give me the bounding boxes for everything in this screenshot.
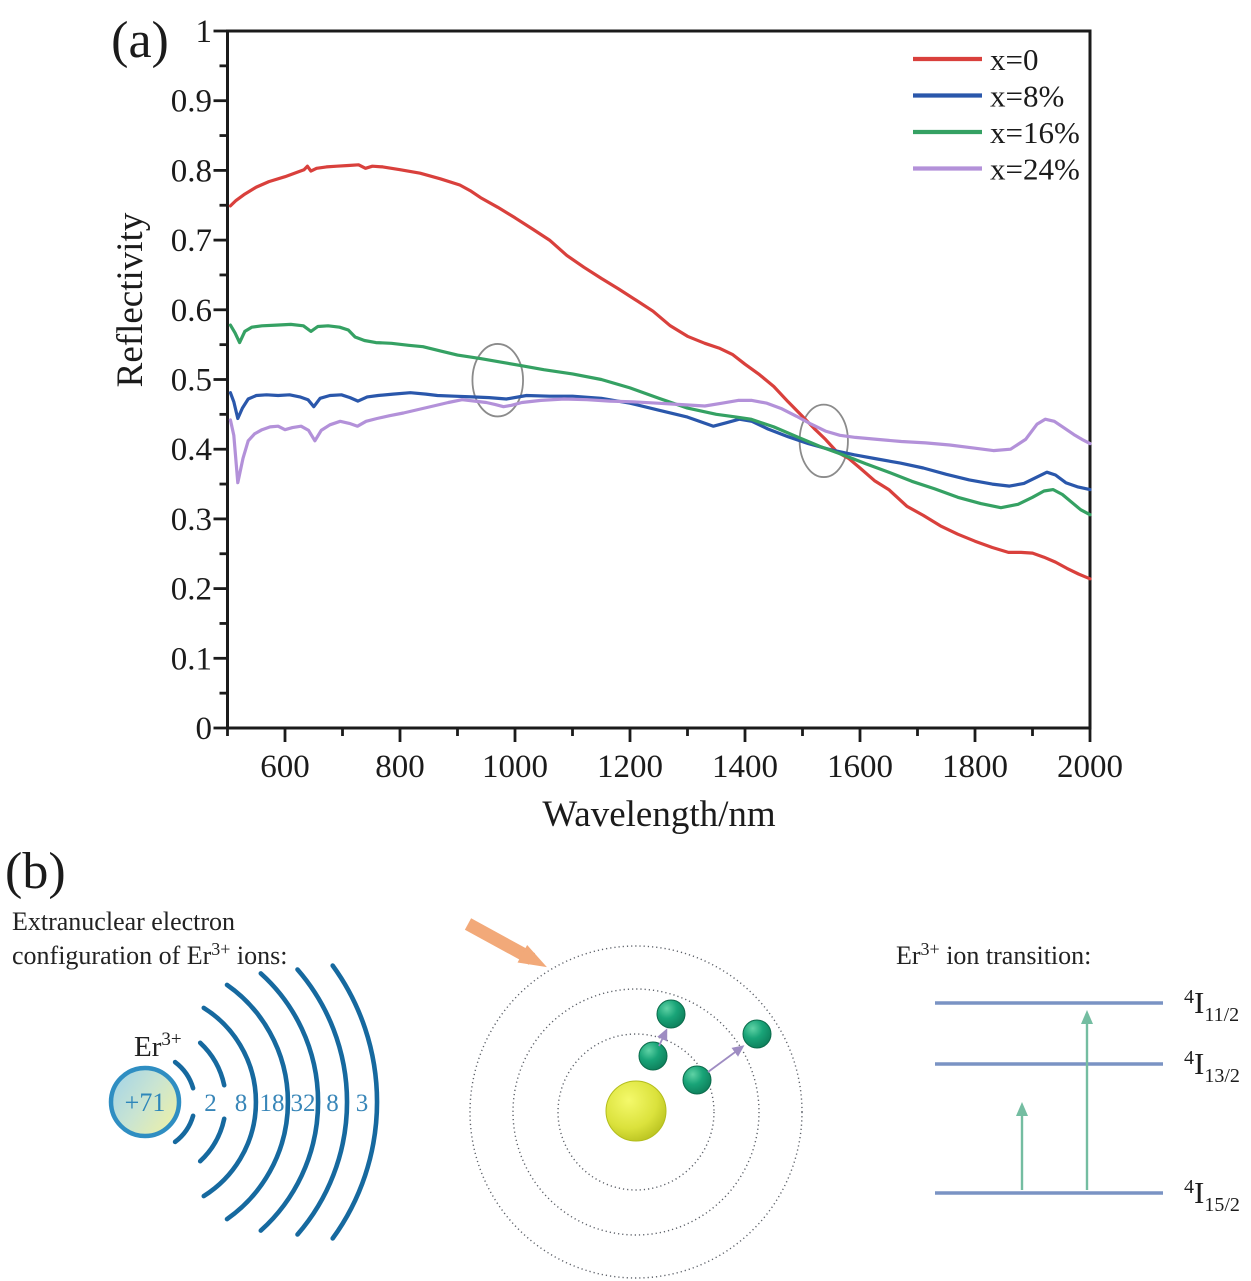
shell-arc xyxy=(330,963,380,1241)
ion-transition-diagram: Er3+ ion transition: 4I11/2 4I13/2 4I15/2 xyxy=(896,939,1240,1216)
x-tick-label: 1800 xyxy=(942,749,1008,785)
panel-a-label: (a) xyxy=(111,12,169,69)
legend-label: x=24% xyxy=(990,152,1080,187)
electron xyxy=(638,1041,668,1071)
shell-arc xyxy=(197,1116,227,1164)
shell-count: 18 xyxy=(260,1090,285,1117)
y-tick-label: 0.2 xyxy=(171,572,212,608)
y-tick-label: 0.6 xyxy=(171,293,212,329)
shell-arcs xyxy=(172,963,380,1241)
x-axis-title: Wavelength/nm xyxy=(542,794,776,835)
y-axis-title: Reflectivity xyxy=(110,212,151,387)
y-tick-label: 0.4 xyxy=(171,432,212,468)
er-ion-label: Er3+ xyxy=(134,1029,182,1063)
orbit-circle-outer xyxy=(469,945,803,1279)
shell-arc xyxy=(201,1005,259,1199)
y-tick-label: 0.1 xyxy=(171,641,212,677)
energy-level-label: 4I13/2 xyxy=(1184,1046,1240,1087)
electron-config-diagram: Extranuclear electron configuration of E… xyxy=(12,907,380,1241)
shell-arc xyxy=(197,1040,227,1088)
incident-light-arrow xyxy=(464,918,547,968)
shell-counts: 2 8 18 32 8 3 xyxy=(204,1090,368,1117)
energy-levels: 4I11/2 4I13/2 4I15/2 xyxy=(935,985,1240,1216)
panel-b-label: (b) xyxy=(5,843,66,900)
electron xyxy=(682,1065,712,1095)
reflectivity-chart: 600 800 1000 1200 1400 1600 1800 2000 0 0.1 0.2 0.3… xyxy=(171,14,1123,785)
legend-label: x=0 xyxy=(990,42,1038,77)
nucleus-charge: +71 xyxy=(125,1088,166,1117)
electron-excited xyxy=(656,999,686,1029)
plot-frame xyxy=(226,29,1092,730)
panel-b: (b) Extranuclear electron configuration … xyxy=(5,843,1240,1279)
electron-jump-arrow xyxy=(657,1028,668,1047)
x-tick-label: 1200 xyxy=(597,749,663,785)
shell-arc xyxy=(172,1059,196,1091)
transition-title: Er3+ ion transition: xyxy=(896,939,1091,970)
shell-count: 32 xyxy=(291,1090,316,1117)
curve-x=8% xyxy=(228,391,1092,492)
x-tick-label: 1400 xyxy=(712,749,778,785)
energy-level-label: 4I15/2 xyxy=(1184,1175,1240,1216)
x-tick-label: 1600 xyxy=(827,749,893,785)
shell-arc xyxy=(295,967,350,1237)
x-tick-label: 2000 xyxy=(1057,749,1123,785)
electron-excited xyxy=(742,1019,772,1049)
electron-jump-arrow xyxy=(707,1045,745,1073)
highlight-ellipse xyxy=(471,343,524,418)
legend-label: x=16% xyxy=(990,115,1080,150)
panel-a: (a) 600 800 1000 1200 1400 1600 1800 2000 0 0.1 0.… xyxy=(110,12,1123,835)
shell-arc xyxy=(172,1113,196,1145)
y-tick-label: 0.3 xyxy=(171,502,212,538)
y-tick-label: 0.8 xyxy=(171,153,212,189)
shell-count: 8 xyxy=(235,1090,248,1117)
curve-x=0 xyxy=(228,163,1092,581)
curve-x=16% xyxy=(228,322,1092,517)
y-tick-label: 0.9 xyxy=(171,84,212,120)
config-caption-line2: configuration of Er3+ ions: xyxy=(12,939,288,970)
nucleus-core xyxy=(605,1080,667,1142)
shell-count: 8 xyxy=(326,1090,339,1117)
shell-count: 3 xyxy=(356,1090,369,1117)
atom-diagram xyxy=(464,918,803,1279)
legend-label: x=8% xyxy=(990,79,1064,114)
shell-arc xyxy=(224,982,291,1222)
shell-arc xyxy=(258,971,321,1233)
curve-x=24% xyxy=(228,397,1092,485)
er-nucleus-circle xyxy=(108,1065,182,1139)
orbit-circle-inner xyxy=(557,1033,715,1191)
y-tick-label: 1 xyxy=(196,14,213,50)
shell-count: 2 xyxy=(204,1090,217,1117)
energy-level-label: 4I11/2 xyxy=(1184,985,1239,1026)
x-tick-label: 1000 xyxy=(482,749,548,785)
y-tick-label: 0.5 xyxy=(171,363,212,399)
x-tick-label: 800 xyxy=(375,749,425,785)
orbit-circle-middle xyxy=(512,988,760,1236)
y-tick-label: 0.7 xyxy=(171,223,212,259)
config-caption-line1: Extranuclear electron xyxy=(12,907,235,936)
x-tick-label: 600 xyxy=(260,749,310,785)
y-tick-label: 0 xyxy=(196,711,213,747)
